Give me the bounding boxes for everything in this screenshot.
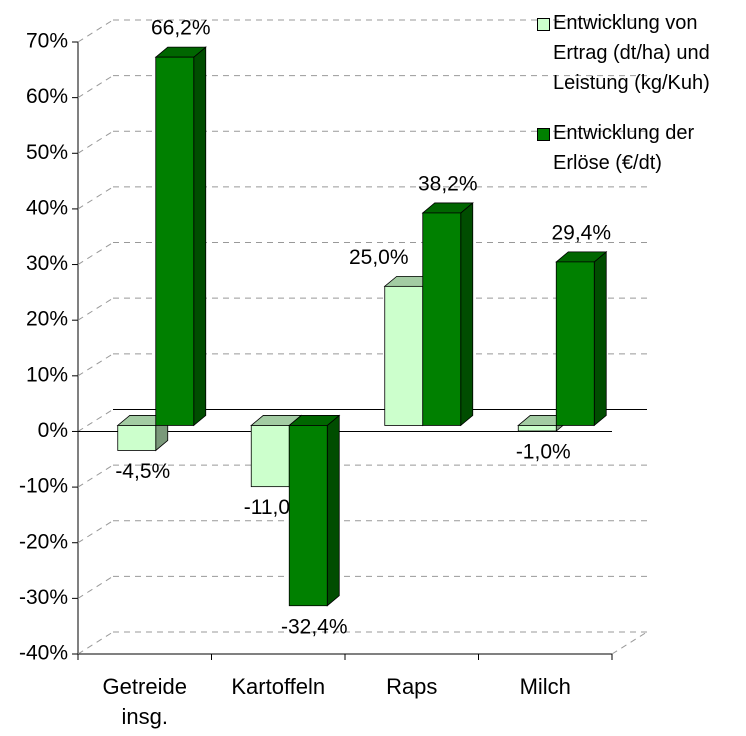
grid-diagonal — [77, 409, 114, 432]
bar-side — [460, 202, 474, 427]
x-tick-label: Milch — [519, 674, 571, 699]
grid-diagonal — [77, 631, 114, 655]
y-tick-label: 60% — [26, 85, 68, 108]
y-tick-label: -40% — [19, 642, 68, 665]
grid-diagonal — [77, 297, 114, 321]
value-label: 38,2% — [418, 172, 478, 195]
grid-diagonal — [77, 186, 114, 210]
legend-swatch — [537, 18, 550, 31]
grid-diagonal — [77, 242, 114, 265]
legend-label: Entwicklung von Ertrag (dt/ha) und Leist… — [553, 12, 710, 94]
grid-diagonal — [77, 575, 114, 599]
y-tick-label: 0% — [38, 419, 68, 442]
y-tick-label: 50% — [26, 141, 68, 164]
bar — [155, 56, 195, 426]
bar-side — [593, 251, 607, 427]
y-tick-label: 10% — [26, 363, 68, 386]
x-tick-label: Getreide insg. — [102, 674, 187, 729]
grid-diagonal — [77, 130, 114, 154]
bar — [517, 425, 557, 432]
grid-diagonal — [77, 520, 114, 544]
grid-diagonal — [77, 353, 114, 377]
x-tick-label: Kartoffeln — [231, 674, 326, 699]
grid-diagonal — [77, 464, 114, 488]
y-tick-label: -20% — [19, 530, 68, 553]
y-tick-label: 70% — [26, 30, 68, 53]
bar-side — [326, 414, 340, 607]
value-label: -32,4% — [281, 615, 348, 638]
bar — [288, 425, 328, 607]
value-label: 29,4% — [551, 221, 611, 244]
grid-diagonal — [77, 75, 114, 99]
value-label: -1,0% — [516, 441, 571, 464]
bar — [250, 425, 290, 488]
y-tick-label: 40% — [26, 196, 68, 219]
legend-swatch — [537, 128, 550, 141]
bar — [555, 261, 595, 426]
legend-label: Entwicklung der Erlöse (€/dt) — [553, 122, 695, 174]
bar-side — [193, 46, 207, 427]
y-tick-label: -10% — [19, 475, 68, 498]
floor-right — [611, 631, 648, 655]
value-label: 25,0% — [349, 246, 409, 269]
bar — [117, 425, 157, 451]
value-label: 66,2% — [151, 17, 211, 40]
value-label: -4,5% — [115, 460, 170, 483]
x-tick-label: Raps — [386, 674, 438, 699]
bar — [422, 212, 462, 426]
bar — [384, 285, 424, 426]
y-tick-label: 20% — [26, 308, 68, 331]
grid-diagonal — [77, 19, 114, 43]
y-tick-label: 30% — [26, 252, 68, 275]
y-tick-label: -30% — [19, 586, 68, 609]
